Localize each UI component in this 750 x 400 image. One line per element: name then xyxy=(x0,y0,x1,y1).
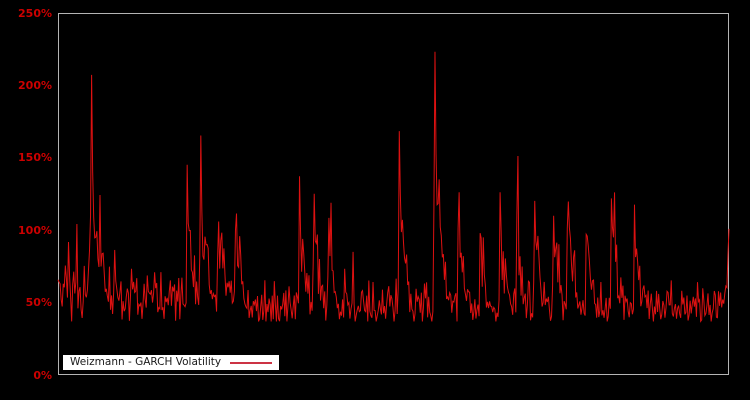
y-axis-tick-label-50: 50% xyxy=(25,296,52,310)
y-axis-tick-label-250: 250% xyxy=(18,6,52,20)
y-axis-tick-label-100: 100% xyxy=(18,223,52,237)
chart-legend[interactable]: Weizmann - GARCH Volatility xyxy=(62,354,281,371)
legend-entry-label: Weizmann - GARCH Volatility xyxy=(70,356,222,368)
legend-line-swatch xyxy=(230,361,273,364)
y-axis-tick-label-150: 150% xyxy=(18,151,52,165)
y-axis-tick-label-200: 200% xyxy=(18,78,52,92)
y-axis-tick-label-0: 0% xyxy=(33,368,52,382)
series-line-garch-volatility xyxy=(57,51,730,323)
